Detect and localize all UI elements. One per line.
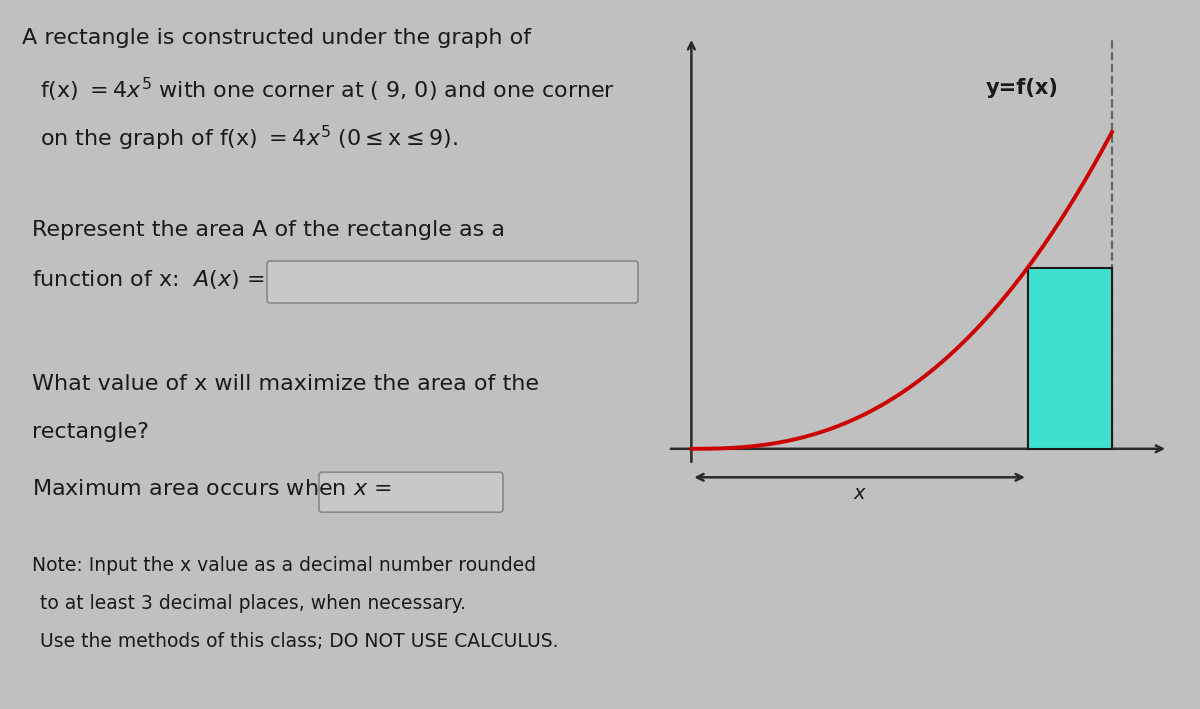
Text: A rectangle is constructed under the graph of: A rectangle is constructed under the gra… [22, 28, 532, 48]
Text: on the graph of f(x) $= 4x^5$ (0$\leq$x$\leq$9).: on the graph of f(x) $= 4x^5$ (0$\leq$x$… [40, 124, 458, 153]
Text: Use the methods of this class; DO NOT USE CALCULUS.: Use the methods of this class; DO NOT US… [40, 632, 558, 651]
Text: Represent the area A of the rectangle as a: Represent the area A of the rectangle as… [32, 220, 505, 240]
Text: f(x) $=4x^5$ with one corner at ( 9, 0) and one corner: f(x) $=4x^5$ with one corner at ( 9, 0) … [40, 76, 616, 104]
Text: Maximum area occurs when $x$ =: Maximum area occurs when $x$ = [32, 479, 391, 499]
FancyBboxPatch shape [319, 472, 503, 512]
Text: What value of x will maximize the area of the: What value of x will maximize the area o… [32, 374, 539, 393]
Text: y=f(x): y=f(x) [985, 78, 1058, 99]
FancyBboxPatch shape [266, 261, 638, 303]
Text: to at least 3 decimal places, when necessary.: to at least 3 decimal places, when neces… [40, 594, 466, 613]
Text: Note: Input the x value as a decimal number rounded: Note: Input the x value as a decimal num… [32, 556, 536, 575]
Bar [1028, 267, 1112, 449]
Text: rectangle?: rectangle? [32, 422, 149, 442]
Text: x: x [854, 484, 865, 503]
Text: function of x:  $A(x)$ =: function of x: $A(x)$ = [32, 268, 264, 291]
